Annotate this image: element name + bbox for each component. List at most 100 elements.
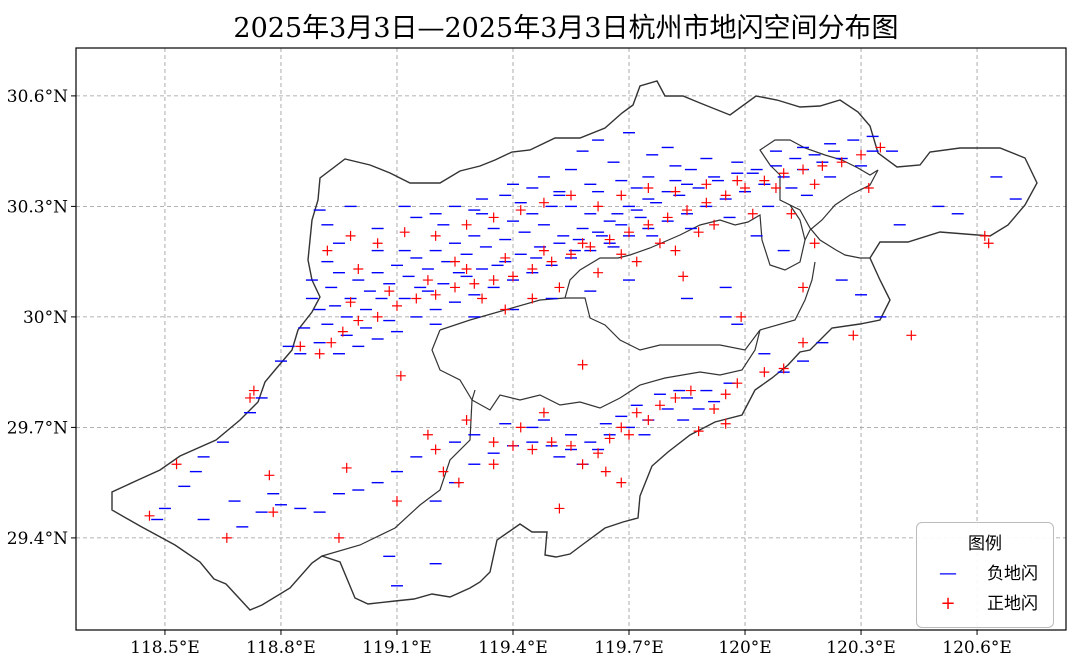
positive-flash-point [345,230,356,241]
positive-flash-point [353,264,364,275]
positive-flash-point [720,389,731,400]
positive-flash-point [449,282,460,293]
positive-flash-point [507,440,518,451]
legend-title: 图例 [968,534,1002,554]
positive-flash-point [430,289,441,300]
positive-flash-point [399,227,410,238]
positive-flash-point [538,197,549,208]
positive-flash-point [314,348,325,359]
positive-flash-point [678,271,689,282]
legend-item-negative: — 负地闪 [917,561,1055,587]
positive-flash-point [546,256,557,267]
positive-flash-point [732,175,743,186]
district-border-tonglu [471,329,761,411]
legend-label-positive: 正地闪 [987,594,1038,614]
positive-flash-point [604,433,615,444]
positive-flash-point [593,201,604,212]
legend-item-positive: + 正地闪 [917,591,1055,617]
positive-flash-point [488,459,499,470]
positive-flash-point [616,190,627,201]
positive-flash-point [809,179,820,190]
positive-flash-point [515,205,526,216]
y-tick-label: 30.6°N [7,87,68,107]
positive-flash-point [736,311,747,322]
positive-flash-point [604,234,615,245]
x-tick-label: 119.1°E [362,638,432,658]
positive-flash-point [759,175,770,186]
y-tick-label: 30°N [23,308,68,328]
positive-flash-point [372,311,383,322]
positive-flash-point [670,245,681,256]
positive-flash-point [693,227,704,238]
positive-flash-point [353,315,364,326]
positive-flash-point [554,503,565,514]
positive-flash-point [372,238,383,249]
positive-flash-point [979,230,990,241]
positive-flash-point [670,186,681,197]
positive-flash-point [786,208,797,219]
positive-flash-point [732,378,743,389]
positive-flash-point [856,149,867,160]
positive-flash-point [836,157,847,168]
positive-flash-point [778,363,789,374]
positive-flash-point [461,219,472,230]
positive-flash-point [449,256,460,267]
negative-flash-marker-icon: — [939,563,957,584]
positive-flash-point [515,422,526,433]
positive-flash-point [144,510,155,521]
positive-flash-point [488,275,499,286]
positive-flash-point [488,212,499,223]
positive-flash-point [500,252,511,263]
hangzhou-outline [111,80,1038,611]
positive-flash-point [817,160,828,171]
positive-flash-point [593,267,604,278]
positive-flash-point [585,241,596,252]
positive-flash-point [577,459,588,470]
legend: 图例 — 负地闪 + 正地闪 [916,522,1054,628]
positive-flash-point [171,459,182,470]
positive-flash-point [875,142,886,153]
positive-flash-point [438,466,449,477]
positive-flash-point [685,385,696,396]
positive-flash-point [616,422,627,433]
positive-flash-point [488,437,499,448]
positive-flash-point [798,337,809,348]
positive-flash-point [709,403,720,414]
positive-flash-point [798,282,809,293]
positive-flash-series [144,142,994,543]
positive-flash-point [778,168,789,179]
positive-flash-point [693,426,704,437]
positive-flash-point [624,429,635,440]
positive-flash-point [720,418,731,429]
positive-flash-point [600,466,611,477]
positive-flash-point [848,330,859,341]
positive-flash-point [740,182,751,193]
positive-flash-point [566,190,576,201]
positive-flash-point [341,462,352,473]
positive-flash-point [422,275,433,286]
positive-flash-point [391,496,402,507]
plot-area [76,48,1066,630]
positive-flash-point [759,367,770,378]
positive-flash-point [983,238,994,249]
positive-flash-point [411,293,422,304]
positive-flash-point [616,249,627,260]
positive-flash-point [566,249,576,260]
positive-flash-point [798,164,809,175]
y-tick-label: 29.7°N [7,418,68,438]
positive-flash-point [654,238,665,249]
positive-flash-point [809,238,820,249]
district-border-qiantang [804,169,879,241]
positive-flash-point [643,415,654,426]
positive-flash-point [577,359,588,370]
positive-flash-point [701,179,712,190]
positive-flash-point [538,245,549,256]
positive-flash-point [337,326,348,337]
positive-flash-point [631,256,642,267]
positive-flash-point [593,448,604,459]
positive-flash-point [701,197,712,208]
positive-flash-point [245,392,256,403]
x-tick-label: 120.6°E [942,638,1012,658]
x-tick-label: 120.3°E [826,638,896,658]
